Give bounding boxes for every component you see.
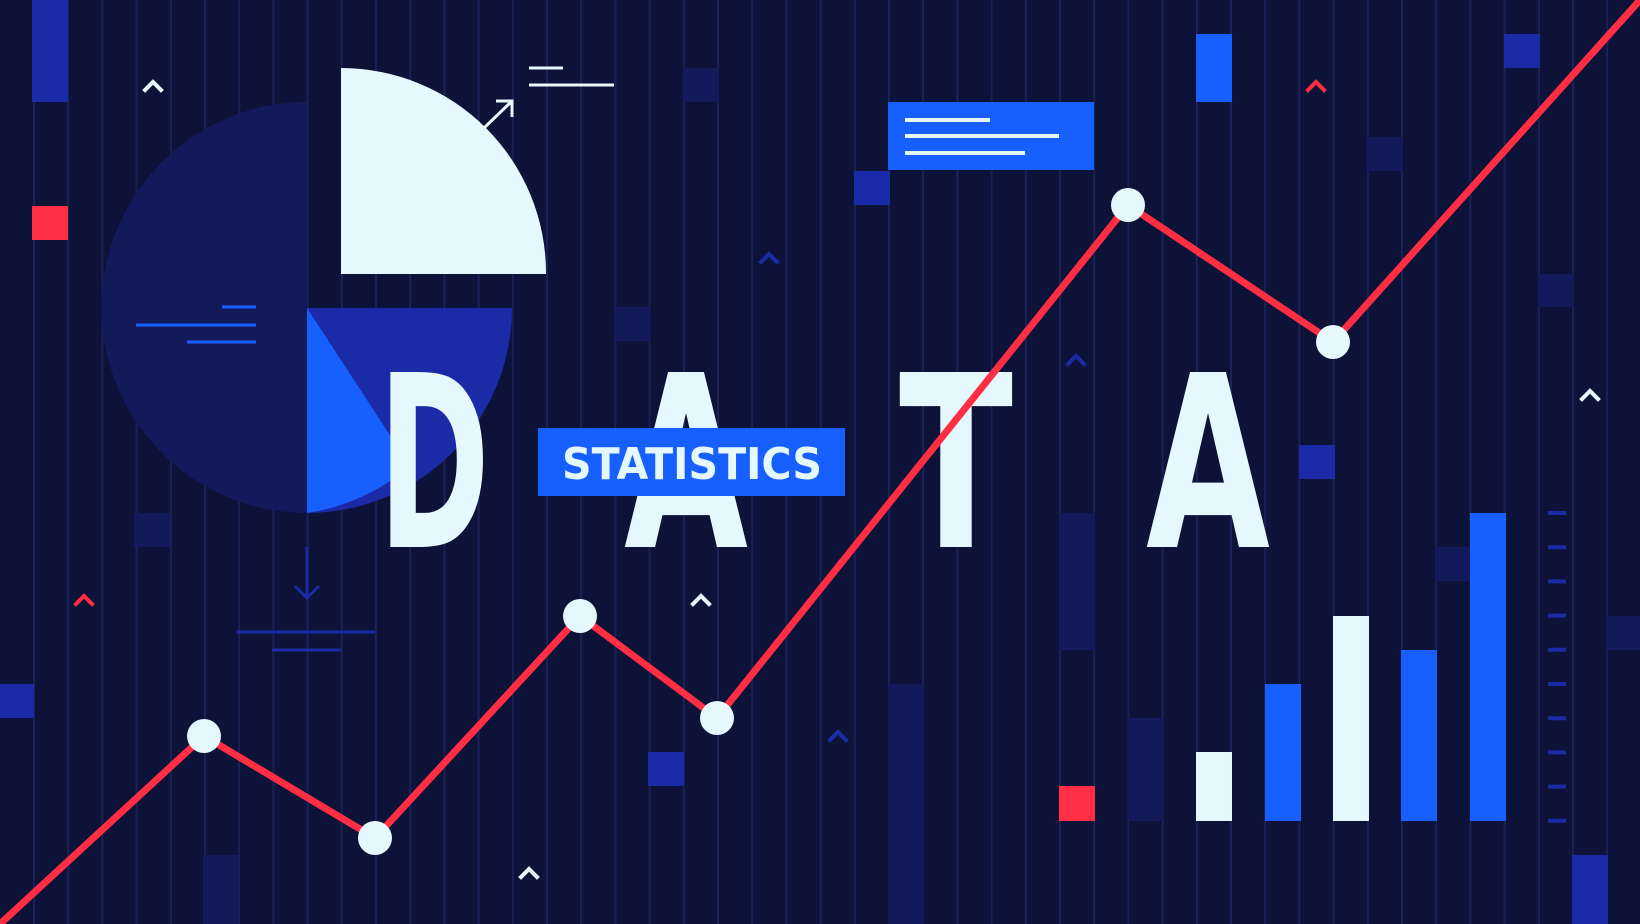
caret-up-icon — [73, 593, 95, 607]
block — [648, 752, 684, 786]
caret-up-icon — [827, 729, 849, 743]
headline-letter-d: D — [378, 324, 490, 604]
header-lines — [529, 66, 614, 87]
block — [1367, 137, 1403, 171]
trend-point — [563, 599, 597, 633]
block — [1059, 786, 1095, 821]
bar — [1401, 650, 1437, 821]
bar — [1196, 752, 1232, 821]
block — [203, 855, 239, 924]
headline-letter-a2: A — [1146, 324, 1270, 604]
block — [1572, 855, 1608, 924]
block — [854, 171, 890, 205]
statistics-label: STATISTICS — [538, 428, 845, 496]
block — [1059, 513, 1095, 650]
caret-up-icon — [1579, 388, 1601, 402]
pie-segment-navy — [101, 102, 307, 513]
caret-up-icon — [142, 79, 164, 93]
trend-point — [1111, 188, 1145, 222]
bar — [1470, 513, 1506, 821]
pie-chart-graphic — [101, 66, 614, 652]
trend-point — [187, 719, 221, 753]
block — [1538, 274, 1574, 307]
trend-points — [187, 188, 1350, 855]
caret-icons — [73, 79, 1601, 880]
block — [1299, 445, 1335, 479]
caret-up-icon — [518, 866, 540, 880]
block — [1606, 616, 1640, 650]
arrow-up-right-icon — [482, 99, 514, 130]
footer-lines — [237, 630, 375, 652]
text-card — [888, 102, 1094, 170]
arrow-down-icon — [293, 547, 321, 601]
block — [888, 684, 924, 924]
trend-point — [700, 701, 734, 735]
block — [32, 206, 68, 240]
block — [32, 0, 68, 102]
block — [1435, 547, 1471, 581]
caret-up-icon — [690, 593, 712, 607]
pie-segment-pale — [341, 68, 547, 274]
caret-up-icon — [1065, 353, 1087, 367]
statistics-text: STATISTICS — [562, 439, 822, 490]
block — [1196, 34, 1232, 102]
block — [1504, 34, 1540, 68]
trend-point — [1316, 325, 1350, 359]
scale-ticks — [1548, 511, 1566, 823]
block — [683, 68, 719, 102]
trend-point — [358, 821, 392, 855]
bar-chart-graphic — [1128, 513, 1506, 821]
block — [134, 513, 170, 547]
pie-legend-lines — [136, 305, 256, 344]
bar — [1265, 684, 1301, 821]
pie-segment-bright — [307, 308, 410, 513]
bar — [1128, 718, 1164, 821]
block — [614, 307, 650, 341]
caret-up-icon — [1305, 79, 1327, 93]
caret-up-icon — [758, 251, 780, 265]
block — [0, 684, 34, 718]
bar — [1333, 616, 1369, 821]
